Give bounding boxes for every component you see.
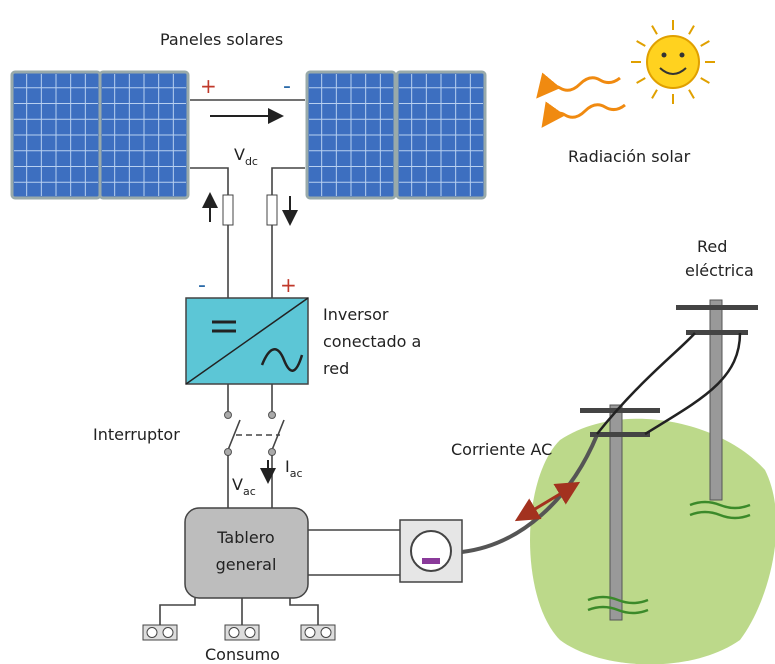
radiation-label: Radiación solar [568,147,691,166]
minus-sign: - [198,273,206,298]
vac-label: Vac [232,475,256,498]
sun-ray [651,89,658,99]
outlet-socket [244,627,256,638]
grid-label: Red [697,237,727,256]
plus-sign: + [200,74,217,98]
inverter-label: Inversor [323,305,389,324]
outlet-socket [304,627,316,638]
sun-ray [651,25,658,35]
outlet-socket [228,627,240,638]
solar-panels [10,70,487,200]
plus-sign: + [280,273,297,297]
board [184,507,309,599]
sun-ray [636,77,646,84]
outlet-socket [320,627,332,638]
sun-ray [688,25,695,35]
consumption-label: Consumo [205,645,280,664]
inverter-label: red [323,359,349,378]
sun-ray [636,40,646,47]
board-label: general [216,555,277,574]
panels-label: Paneles solares [160,30,283,49]
iac-label: Iac [285,457,303,480]
sun-ray [700,40,710,47]
inverter [185,297,309,385]
switch-label: Interruptor [93,425,180,444]
board-label: Tablero [216,528,274,547]
ground [530,418,775,664]
grid-label: eléctrica [685,261,754,280]
inverter-label: conectado a [323,332,421,351]
consumption-wiring [142,529,400,641]
sun [631,20,715,104]
outlet-socket [162,627,174,638]
radiation-rays [536,72,626,128]
outlet-socket [146,627,158,638]
minus-sign: - [283,74,291,99]
dc-wiring [190,99,305,298]
ac-current-label: Corriente AC [451,440,552,459]
ac-wiring [224,384,285,508]
vdc-label: Vdc [234,145,258,168]
sun-ray [700,77,710,84]
sun-ray [688,89,695,99]
power-poles [514,299,758,621]
